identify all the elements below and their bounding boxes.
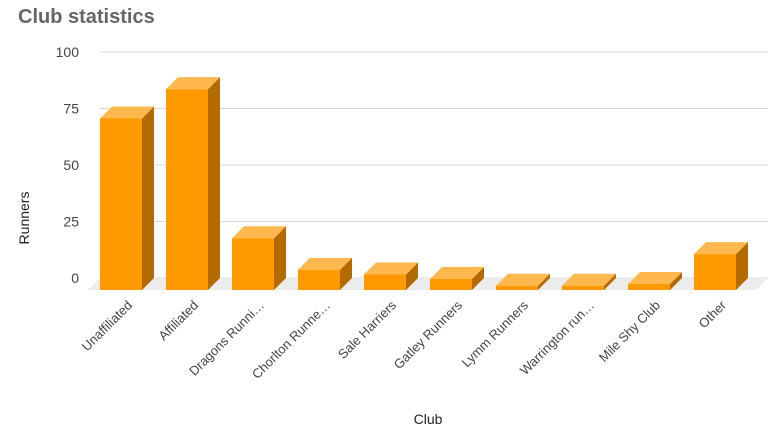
bar-front [694,254,736,290]
bar-9 [694,242,748,290]
bar-side [274,226,286,290]
bar-top [496,273,550,286]
bar-front [562,285,604,290]
y-tick-label: 25 [63,214,79,230]
x-tick-label: Other [696,297,730,331]
y-tick-label: 0 [71,270,79,286]
bar-front [232,238,274,290]
bar-top [562,273,616,286]
y-axis-ticks: 0 25 50 75 100 [56,44,80,286]
bar-front [100,118,142,290]
bar-top [694,242,748,255]
bar-top [430,266,484,279]
bar-front [364,274,406,290]
bar-side [604,273,616,290]
bar-top [232,226,286,239]
x-axis-title: Club [414,411,443,427]
bar-front [496,285,538,290]
chart-title: Club statistics [18,6,155,28]
bar-side [538,273,550,290]
bar-top [628,272,682,284]
bar-top [100,106,154,119]
bar-3 [298,257,352,290]
x-tick-label: Sale Harriers [335,297,400,362]
bar-7 [562,273,616,290]
x-tick-label: Unaffiliated [79,298,135,354]
x-tick-label: Affiliated [155,298,201,344]
bar-front [628,284,670,290]
bar-side [670,272,682,290]
x-tick-label: Lymm Runners [459,297,532,370]
bar-1 [166,77,220,291]
bar-0 [100,106,154,290]
y-tick-label: 100 [56,44,80,60]
bar-front [166,89,208,291]
y-tick-label: 50 [63,157,79,173]
bar-side [208,77,220,291]
bar-front [298,269,340,290]
bar-8 [628,272,682,290]
bar-4 [364,262,418,290]
x-tick-label: Mile Shy Club [596,298,663,365]
bar-5 [430,266,484,290]
bar-side [142,106,154,290]
bar-top [166,77,220,90]
bar-side [340,257,352,290]
bar-side [406,262,418,290]
bar-front [430,278,472,290]
bar-side [472,266,484,290]
bar-side [736,242,748,290]
y-tick-label: 75 [63,101,79,117]
y-axis-title: Runners [16,192,32,245]
bar-top [364,262,418,275]
bar-6 [496,273,550,290]
x-tick-label: Gatley Runners [391,297,466,372]
bar-2 [232,226,286,290]
bars [100,77,748,291]
bar-top [298,257,352,270]
